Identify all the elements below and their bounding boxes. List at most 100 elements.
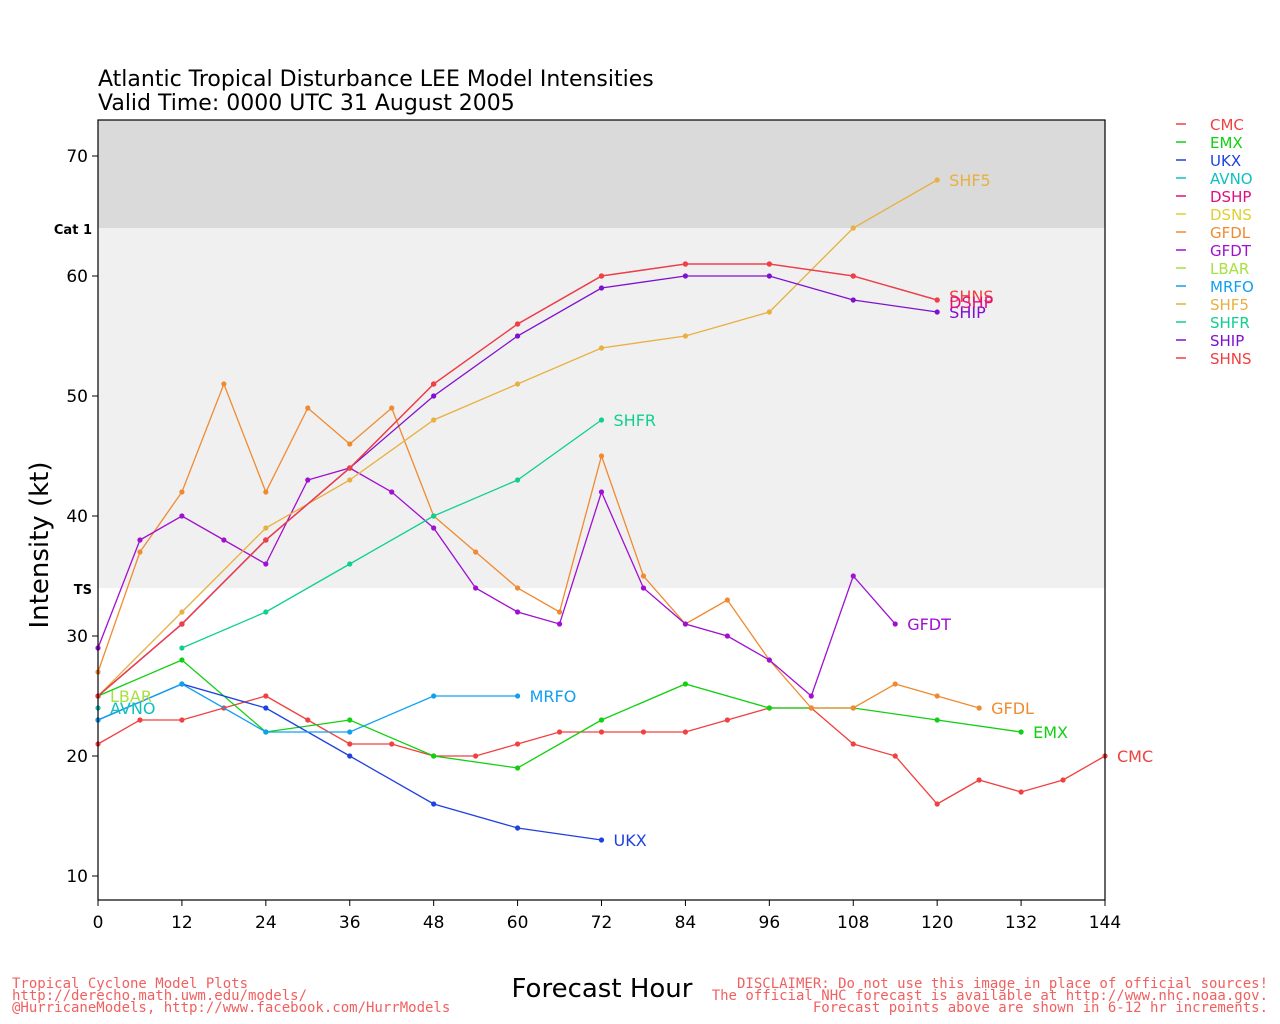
data-point-cmc <box>724 717 730 723</box>
y-tick-label: 50 <box>66 387 88 407</box>
data-point-ukx <box>263 705 269 711</box>
legend-item-dsns: DSNS <box>1210 206 1252 224</box>
data-point-shf5 <box>179 609 185 615</box>
series-end-labels: CMC EMX UKX AVNO GFDL GFDT LBAR MRFO SHF5 SHFR SHN… <box>110 171 1153 850</box>
x-axis-label: Forecast Hour <box>512 974 693 1004</box>
data-point-emx <box>934 717 940 723</box>
data-point-gfdl <box>850 705 856 711</box>
data-point-cmc <box>598 729 605 735</box>
data-point-cmc <box>1060 777 1066 783</box>
data-point-shns <box>179 621 185 627</box>
data-point-gfdl <box>640 573 647 579</box>
data-point-emx <box>179 657 185 663</box>
chart-subtitle: Valid Time: 0000 UTC 31 August 2005 <box>98 91 515 116</box>
data-point-gfdl <box>556 609 563 615</box>
data-point-gfdl <box>347 441 353 447</box>
data-point-gfdl <box>598 453 605 459</box>
plot-frame <box>97 119 1106 901</box>
legend: CMCEMXUKXAVNODSHPDSNSGFDLGFDTLBARMRFOSHF… <box>1176 116 1254 368</box>
data-point-ship <box>682 273 689 279</box>
data-point-shfr <box>514 477 521 483</box>
x-tick-label: 48 <box>423 913 445 933</box>
data-point-shf5 <box>514 381 521 387</box>
data-point-gfdt <box>808 693 814 699</box>
data-point-gfdt <box>305 477 311 483</box>
series-line-cmc <box>97 695 1106 805</box>
data-point-ship <box>850 297 856 303</box>
data-point-cmc <box>556 729 563 735</box>
legend-item-cmc: CMC <box>1210 116 1244 134</box>
data-point-gfdl <box>892 681 898 687</box>
series-line-gfdt <box>97 467 896 698</box>
data-point-shns <box>514 321 521 327</box>
data-point-shns <box>934 297 940 303</box>
series-label-cmc: CMC <box>1117 747 1153 766</box>
data-point-gfdl <box>473 549 479 555</box>
series-label-lbar: LBAR <box>110 687 152 706</box>
data-point-emx <box>514 765 521 771</box>
data-point-gfdt <box>640 585 647 591</box>
data-point-gfdt <box>514 609 521 615</box>
data-point-shfr <box>347 561 353 567</box>
data-point-shns <box>598 273 605 279</box>
data-point-cmc <box>137 717 143 723</box>
series-label-dshp: DSHP <box>949 293 994 312</box>
data-point-gfdl <box>263 489 269 495</box>
footer-left: Tropical Cyclone Model Plots http://dere… <box>12 976 450 1016</box>
data-point-gfdl <box>724 597 730 603</box>
data-point-gfdt <box>892 621 898 627</box>
data-point-gfdt <box>766 657 772 663</box>
x-tick-label: 108 <box>837 913 869 933</box>
data-point-gfdl <box>976 705 982 711</box>
axis-ticks: 0 12 24 36 48 60 72 84 96 108 120 132 144 10 20 30 40 50 6… <box>66 147 1121 933</box>
y-tick-label: 30 <box>66 627 88 647</box>
data-point-gfdt <box>389 489 395 495</box>
data-point-shf5 <box>850 225 856 231</box>
legend-item-emx: EMX <box>1210 134 1243 152</box>
legend-item-lbar: LBAR <box>1210 260 1249 278</box>
data-point-shns <box>766 261 772 267</box>
data-point-shf5 <box>766 309 772 315</box>
series-label-shns: SHNS <box>949 287 993 306</box>
x-tick-label: 0 <box>93 913 104 933</box>
data-point-ship <box>766 273 772 279</box>
legend-item-ukx: UKX <box>1210 152 1241 170</box>
data-point-shns <box>850 273 856 279</box>
series-label-gfdt: GFDT <box>907 615 951 634</box>
x-tick-label: 36 <box>339 913 361 933</box>
series-line-ukx <box>97 683 602 841</box>
x-tick-label: 144 <box>1089 913 1121 933</box>
band-ts <box>98 228 1105 588</box>
footer-right-line: Forecast points above are shown in 6-12 … <box>813 1000 1268 1016</box>
data-point-shfr <box>179 645 185 651</box>
data-point-ukx <box>514 825 521 831</box>
data-point-mrfo <box>431 693 437 699</box>
data-point-cmc <box>179 717 185 723</box>
series-cmc <box>95 693 1108 807</box>
series-label-shf5: SHF5 <box>949 171 991 190</box>
y-tick-label: 70 <box>66 147 88 167</box>
data-point-cmc <box>892 753 898 759</box>
series-shfr <box>179 417 605 651</box>
data-point-cmc <box>514 741 521 747</box>
data-point-gfdt <box>682 621 689 627</box>
data-point-cmc <box>934 801 940 807</box>
data-point-gfdl <box>514 585 521 591</box>
data-point-gfdl <box>808 705 814 711</box>
data-point-gfdt <box>179 513 185 519</box>
data-point-cmc <box>682 729 689 735</box>
data-point-cmc <box>389 741 395 747</box>
series-shns <box>95 261 940 699</box>
data-point-cmc <box>347 741 353 747</box>
legend-item-dshp: DSHP <box>1210 188 1251 206</box>
series-line-shfr <box>181 419 602 649</box>
x-tick-label: 132 <box>1005 913 1037 933</box>
series-label-emx: EMX <box>1033 723 1068 742</box>
footer-right-line: The official NHC forecast is available a… <box>712 988 1268 1004</box>
data-point-mrfo <box>347 729 353 735</box>
x-tick-label: 120 <box>921 913 953 933</box>
series-lines <box>95 177 1108 843</box>
x-tick-label: 60 <box>507 913 529 933</box>
data-point-ship <box>431 393 437 399</box>
